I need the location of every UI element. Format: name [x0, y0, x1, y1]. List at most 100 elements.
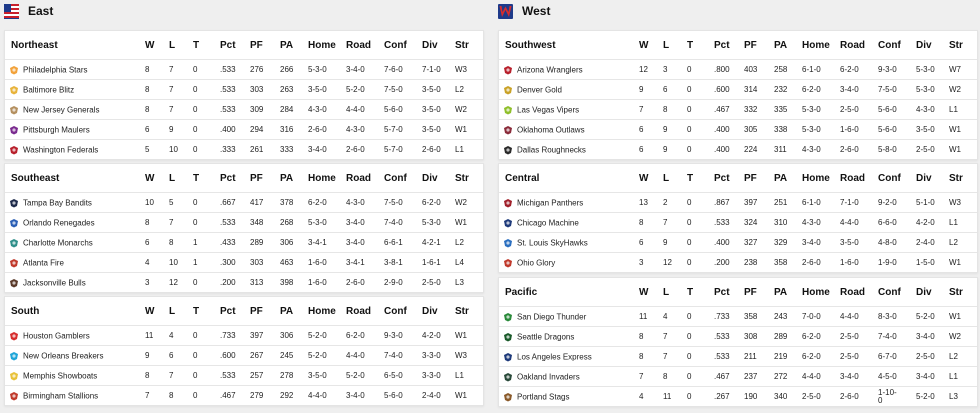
table-row[interactable]: Seattle Dragons 8 7 0.533 308 289 6-2-0 2-5-0 7-… — [499, 326, 977, 347]
team-cell[interactable]: Los Angeles Express — [499, 346, 639, 367]
column-header-w[interactable]: W — [639, 286, 649, 298]
team-cell[interactable]: New Jersey Generals — [5, 99, 145, 120]
column-header-l[interactable]: L — [169, 305, 176, 317]
team-name[interactable]: Oklahoma Outlaws — [517, 125, 585, 134]
team-cell[interactable]: Arizona Wranglers — [499, 59, 639, 80]
column-header-l[interactable]: L — [663, 172, 670, 184]
column-header-str[interactable]: Str — [455, 39, 469, 51]
column-header-conf[interactable]: Conf — [878, 39, 901, 51]
column-header-home[interactable]: Home — [802, 39, 830, 51]
column-header-home[interactable]: Home — [308, 305, 336, 317]
column-header-conf[interactable]: Conf — [384, 39, 407, 51]
team-cell[interactable]: Philadelphia Stars — [5, 59, 145, 80]
column-header-pa[interactable]: PA — [774, 286, 788, 298]
team-name[interactable]: Oakland Invaders — [517, 372, 580, 381]
team-name[interactable]: Los Angeles Express — [517, 352, 592, 361]
team-cell[interactable]: Ohio Glory — [499, 252, 639, 272]
table-row[interactable]: Philadelphia Stars 8 7 0.533 276 266 5-3-0 3-4-… — [5, 59, 483, 80]
column-header-div[interactable]: Div — [916, 286, 932, 298]
column-header-str[interactable]: Str — [455, 305, 469, 317]
team-cell[interactable]: Memphis Showboats — [5, 365, 145, 386]
column-header-str[interactable]: Str — [949, 39, 963, 51]
team-name[interactable]: Dallas Roughnecks — [517, 145, 586, 154]
column-header-t[interactable]: T — [687, 286, 694, 298]
column-header-pa[interactable]: PA — [774, 39, 788, 51]
team-name[interactable]: Michigan Panthers — [517, 198, 584, 207]
table-row[interactable]: Oakland Invaders 7 8 0.467 237 272 4-4-0 3-4-0 4… — [499, 366, 977, 387]
team-cell[interactable]: Las Vegas Vipers — [499, 99, 639, 120]
table-row[interactable]: Michigan Panthers 13 2 0.867 397 251 6-1-0 7-1-… — [499, 192, 977, 213]
team-cell[interactable]: Portland Stags — [499, 386, 639, 406]
column-header-pct[interactable]: Pct — [220, 172, 236, 184]
column-header-str[interactable]: Str — [949, 172, 963, 184]
team-name[interactable]: Arizona Wranglers — [517, 65, 583, 74]
column-header-div[interactable]: Div — [916, 39, 932, 51]
column-header-home[interactable]: Home — [308, 172, 336, 184]
column-header-pct[interactable]: Pct — [714, 39, 730, 51]
column-header-pa[interactable]: PA — [774, 172, 788, 184]
team-name[interactable]: Houston Gamblers — [23, 331, 90, 340]
column-header-str[interactable]: Str — [455, 172, 469, 184]
column-header-div[interactable]: Div — [422, 39, 438, 51]
team-name[interactable]: Las Vegas Vipers — [517, 105, 580, 114]
team-name[interactable]: St. Louis SkyHawks — [517, 238, 588, 247]
column-header-pct[interactable]: Pct — [714, 172, 730, 184]
team-cell[interactable]: Baltimore Blitz — [5, 79, 145, 100]
table-row[interactable]: Tampa Bay Bandits 10 5 0.667 417 378 6-2-0 4-3-… — [5, 192, 483, 213]
column-header-road[interactable]: Road — [840, 39, 865, 51]
table-row[interactable]: Dallas Roughnecks 6 9 0.400 224 311 4-3-0 2-6-0… — [499, 139, 977, 159]
column-header-road[interactable]: Road — [346, 305, 371, 317]
column-header-pf[interactable]: PF — [250, 39, 263, 51]
team-name[interactable]: New Jersey Generals — [23, 105, 100, 114]
column-header-conf[interactable]: Conf — [878, 172, 901, 184]
team-cell[interactable]: Oakland Invaders — [499, 366, 639, 387]
team-cell[interactable]: Michigan Panthers — [499, 192, 639, 213]
team-name[interactable]: Baltimore Blitz — [23, 85, 75, 94]
team-cell[interactable]: Chicago Machine — [499, 212, 639, 233]
table-row[interactable]: Ohio Glory 3 12 0.200 238 358 2-6-0 1-6-0 1-9-0 1… — [499, 252, 977, 272]
team-cell[interactable]: Denver Gold — [499, 79, 639, 100]
team-name[interactable]: Ohio Glory — [517, 258, 556, 267]
column-header-road[interactable]: Road — [346, 39, 371, 51]
table-row[interactable]: Chicago Machine 8 7 0.533 324 310 4-3-0 4-4-0 6-… — [499, 212, 977, 233]
team-name[interactable]: Chicago Machine — [517, 218, 579, 227]
column-header-pct[interactable]: Pct — [714, 286, 730, 298]
column-header-pa[interactable]: PA — [280, 39, 294, 51]
column-header-conf[interactable]: Conf — [878, 286, 901, 298]
column-header-road[interactable]: Road — [840, 286, 865, 298]
column-header-w[interactable]: W — [145, 39, 155, 51]
team-cell[interactable]: Jacksonville Bulls — [5, 272, 145, 292]
team-cell[interactable]: Tampa Bay Bandits — [5, 192, 145, 213]
column-header-div[interactable]: Div — [422, 305, 438, 317]
table-row[interactable]: Baltimore Blitz 8 7 0.533 303 263 3-5-0 5-2-0 7-… — [5, 79, 483, 100]
column-header-pa[interactable]: PA — [280, 172, 294, 184]
team-name[interactable]: New Orleans Breakers — [23, 351, 104, 360]
team-name[interactable]: Tampa Bay Bandits — [23, 198, 92, 207]
team-cell[interactable]: Orlando Renegades — [5, 212, 145, 233]
column-header-road[interactable]: Road — [346, 172, 371, 184]
column-header-pf[interactable]: PF — [250, 305, 263, 317]
table-row[interactable]: Pittsburgh Maulers 6 9 0.400 294 316 2-6-0 4-3-… — [5, 119, 483, 140]
table-row[interactable]: Jacksonville Bulls 3 12 0.200 313 398 1-6-0 2-6… — [5, 272, 483, 292]
team-name[interactable]: Washington Federals — [23, 145, 99, 154]
team-name[interactable]: San Diego Thunder — [517, 312, 587, 321]
table-row[interactable]: Charlotte Monarchs 6 8 1.433 289 306 3-4-1 3-4-… — [5, 232, 483, 253]
column-header-home[interactable]: Home — [802, 286, 830, 298]
column-header-div[interactable]: Div — [916, 172, 932, 184]
table-row[interactable]: Memphis Showboats 8 7 0.533 257 278 3-5-0 5-2-0… — [5, 365, 483, 386]
team-cell[interactable]: Charlotte Monarchs — [5, 232, 145, 253]
table-row[interactable]: Portland Stags 4 11 0.267 190 340 2-5-0 2-6-0 1-… — [499, 386, 977, 406]
column-header-w[interactable]: W — [639, 39, 649, 51]
table-row[interactable]: Washington Federals 5 10 0.333 261 333 3-4-0 2-… — [5, 139, 483, 159]
team-cell[interactable]: Birmingham Stallions — [5, 385, 145, 405]
team-name[interactable]: Charlotte Monarchs — [23, 238, 93, 247]
column-header-pf[interactable]: PF — [744, 286, 757, 298]
team-name[interactable]: Denver Gold — [517, 85, 562, 94]
column-header-l[interactable]: L — [663, 286, 670, 298]
team-name[interactable]: Portland Stags — [517, 392, 570, 401]
column-header-pct[interactable]: Pct — [220, 39, 236, 51]
column-header-pf[interactable]: PF — [744, 172, 757, 184]
team-cell[interactable]: Seattle Dragons — [499, 326, 639, 347]
team-cell[interactable]: Atlanta Fire — [5, 252, 145, 273]
team-name[interactable]: Memphis Showboats — [23, 371, 98, 380]
